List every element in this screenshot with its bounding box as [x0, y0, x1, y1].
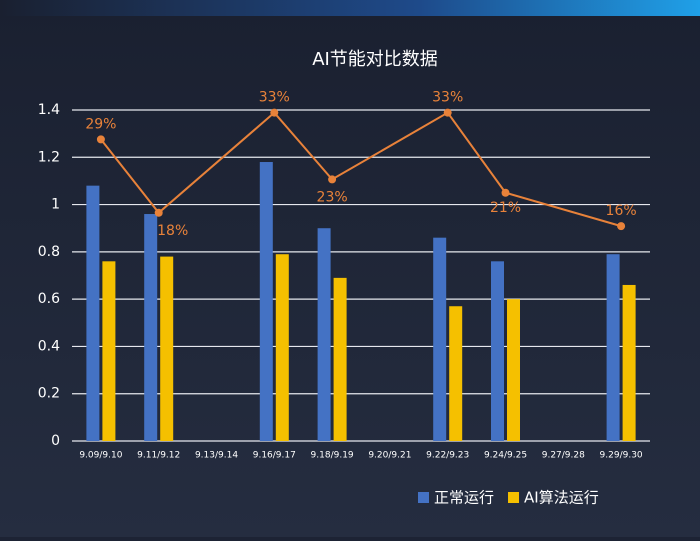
bar — [102, 261, 116, 441]
legend-label: 正常运行 — [434, 489, 494, 507]
top-banner — [0, 0, 700, 16]
y-tick-label: 0 — [51, 433, 60, 449]
x-tick-label: 9.13/9.14 — [195, 451, 238, 461]
x-tick-label: 9.11/9.12 — [137, 451, 180, 461]
x-tick-label: 9.22/9.23 — [426, 451, 469, 461]
y-tick-label: 1.4 — [38, 102, 60, 118]
y-tick-label: 1 — [51, 197, 60, 213]
data-label: 18% — [157, 223, 188, 239]
bar — [622, 284, 636, 441]
line-point — [154, 208, 163, 217]
y-tick-label: 0.8 — [38, 244, 60, 260]
data-label: 23% — [317, 189, 348, 205]
x-tick-label: 9.29/9.30 — [600, 451, 643, 461]
line-point — [443, 108, 452, 117]
data-label: 33% — [432, 90, 463, 106]
x-tick-label: 9.16/9.17 — [253, 451, 296, 461]
bar — [491, 261, 504, 441]
bar — [86, 185, 100, 441]
data-label: 29% — [85, 116, 116, 132]
bar — [449, 306, 463, 441]
bar — [317, 228, 331, 441]
line-point — [270, 108, 279, 117]
legend-label: AI算法运行 — [524, 489, 599, 507]
x-tick-label: 9.09/9.10 — [79, 451, 122, 461]
line-point — [328, 175, 337, 184]
line-point — [617, 222, 626, 231]
y-tick-label: 0.2 — [38, 386, 60, 402]
bar — [433, 237, 447, 441]
x-tick-label: 9.18/9.19 — [311, 451, 354, 461]
y-tick-label: 1.2 — [38, 149, 60, 165]
y-tick-label: 0.4 — [38, 338, 60, 354]
line-point — [96, 135, 105, 144]
bar — [507, 299, 520, 441]
data-label: 21% — [490, 200, 521, 216]
data-label: 16% — [606, 203, 637, 219]
data-label: 33% — [259, 90, 290, 106]
bar — [275, 254, 289, 441]
legend-swatch — [508, 492, 520, 503]
chart-title: AI节能对比数据 — [312, 49, 438, 70]
line-point — [501, 188, 510, 197]
y-tick-label: 0.6 — [38, 291, 60, 307]
x-tick-label: 9.27/9.28 — [542, 451, 585, 461]
bar — [606, 254, 620, 441]
x-tick-label: 9.24/9.25 — [484, 451, 527, 461]
bar — [144, 214, 158, 441]
x-tick-label: 9.20/9.21 — [368, 451, 411, 461]
bar — [333, 277, 347, 441]
legend-swatch — [418, 492, 429, 503]
bar — [259, 162, 273, 441]
bar — [160, 256, 174, 441]
